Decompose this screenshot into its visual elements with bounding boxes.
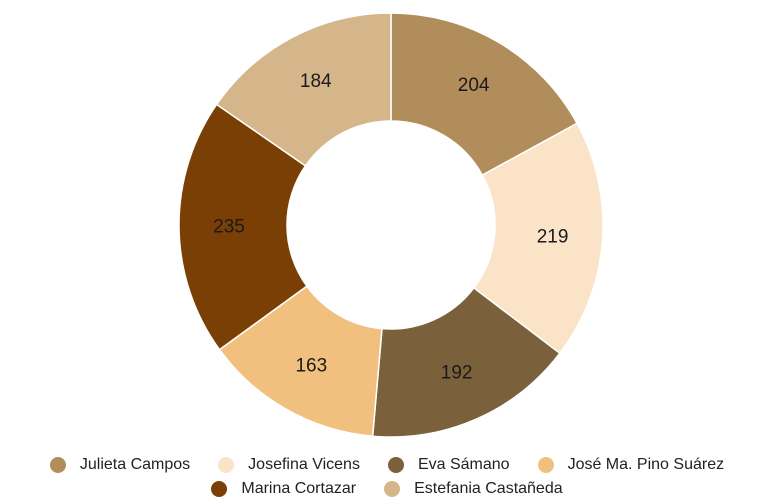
slice-marina-cortazar (178, 103, 308, 351)
legend-row-2: Marina Cortazar Estefania Castañeda (0, 480, 774, 498)
slice-value-label: 219 (537, 227, 569, 248)
slice-labels: 204 219 192 163 235 184 (213, 71, 568, 384)
legend-item-marina-cortazar: Marina Cortazar (211, 480, 356, 498)
slice-value-label: 204 (458, 75, 490, 96)
legend-row-1: Julieta Campos Josefina Vicens Eva Sámano J… (0, 456, 774, 474)
legend-swatch (387, 457, 404, 473)
donut-slices (178, 12, 604, 438)
slice-value-label: 192 (441, 363, 473, 384)
legend-swatch (537, 457, 554, 473)
legend-item-julieta-campos: Julieta Campos (49, 456, 191, 474)
slice-value-label: 235 (213, 216, 245, 237)
donut-chart: 204 219 192 163 235 184 (178, 12, 604, 438)
legend-swatch (384, 481, 401, 497)
slice-value-label: 184 (300, 71, 332, 92)
legend-label: Estefania Castañeda (414, 480, 563, 497)
slice-josefina-vicens (472, 122, 604, 355)
legend-swatch (211, 481, 228, 497)
slice-value-label: 163 (295, 356, 327, 377)
legend-item-jose-ma-pino-suarez: José Ma. Pino Suárez (537, 456, 725, 474)
legend-label: Marina Cortazar (241, 480, 357, 497)
legend-label: Josefina Vicens (248, 456, 360, 473)
legend-swatch (218, 457, 235, 473)
legend-swatch (49, 457, 66, 473)
slice-julieta-campos (390, 12, 579, 177)
legend-item-estefania-castaneda: Estefania Castañeda (384, 480, 563, 498)
legend-item-eva-samano: Eva Sámano (387, 456, 510, 474)
legend-label: Julieta Campos (79, 456, 191, 473)
legend-label: Eva Sámano (417, 456, 510, 473)
legend-item-josefina-vicens: Josefina Vicens (218, 456, 360, 474)
slice-estefania-castaneda (215, 12, 392, 167)
legend-label: José Ma. Pino Suárez (567, 456, 725, 473)
slice-eva-samano (371, 286, 561, 438)
